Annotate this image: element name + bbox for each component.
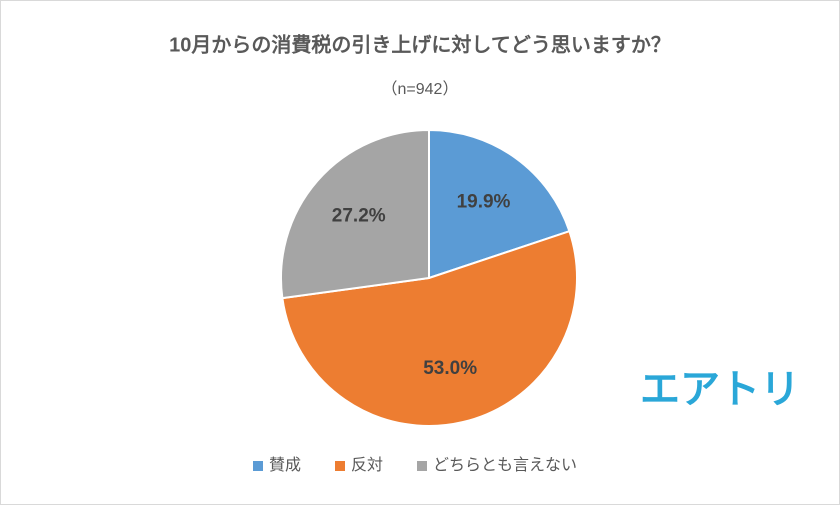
legend-label: 反対: [351, 456, 383, 474]
pie-slice: [428, 128, 571, 280]
legend-label: どちらとも言えない: [433, 456, 577, 474]
pie-slice: [281, 229, 578, 427]
legend-swatch: [253, 461, 263, 471]
pie-slice: [280, 128, 430, 300]
chart-subtitle: （n=942）: [382, 80, 459, 98]
legend-swatch: [417, 461, 427, 471]
legend-swatch: [335, 461, 345, 471]
logo: エアトリ: [640, 368, 800, 412]
data-label: 27.2%: [332, 206, 386, 227]
data-label: 53.0%: [423, 358, 477, 379]
chart-title: 10月からの消費税の引き上げに対してどう思いますか？: [169, 32, 671, 56]
data-label: 19.9%: [457, 191, 511, 212]
legend-label: 賛成: [269, 456, 301, 474]
